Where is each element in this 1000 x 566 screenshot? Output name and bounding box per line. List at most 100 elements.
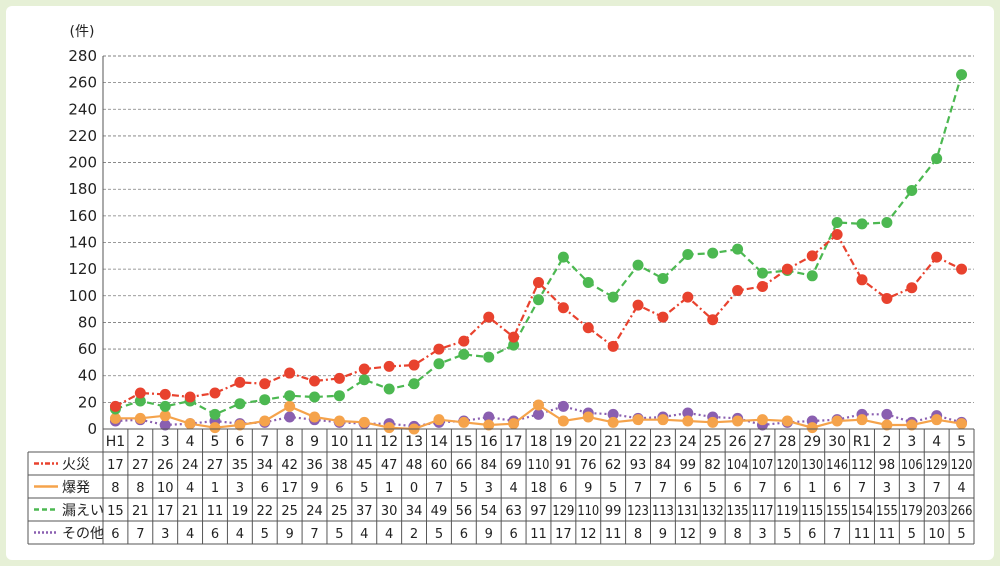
data-point [383, 383, 395, 395]
y-tick-label: 220 [68, 127, 97, 145]
table-value: 7 [933, 481, 941, 496]
table-value: 27 [207, 458, 224, 473]
table-value: 22 [256, 504, 273, 519]
data-point [756, 280, 768, 292]
category-label: R1 [853, 434, 872, 450]
data-point [781, 263, 793, 275]
data-point [657, 414, 669, 426]
table-value: 17 [107, 458, 124, 473]
table-value: 5 [709, 481, 717, 496]
data-point [756, 414, 768, 426]
data-point [732, 243, 744, 255]
table-value: 25 [281, 504, 298, 519]
category-label: 5 [957, 434, 966, 450]
table-value: 24 [306, 504, 323, 519]
data-point [557, 400, 569, 412]
table-value: 6 [808, 527, 816, 542]
data-point [284, 400, 296, 412]
data-point [333, 390, 345, 402]
table-value: 6 [111, 527, 119, 542]
data-point [209, 422, 221, 434]
table-value: 66 [456, 458, 473, 473]
data-point [458, 416, 470, 428]
table-value: 34 [406, 504, 423, 519]
y-tick-label: 100 [68, 287, 97, 305]
table-value: 4 [509, 481, 517, 496]
category-label: 26 [729, 434, 747, 450]
table-value: 6 [335, 481, 343, 496]
table-value: 99 [605, 504, 622, 519]
table-value: 8 [136, 481, 144, 496]
table-value: 6 [559, 481, 567, 496]
data-point [682, 248, 694, 260]
table-value: 7 [858, 481, 866, 496]
data-point [309, 391, 321, 403]
data-point [632, 259, 644, 271]
chart-background [6, 6, 994, 560]
category-label: 9 [310, 434, 319, 450]
category-label: 18 [530, 434, 548, 450]
data-point [433, 358, 445, 370]
y-tick-label: 140 [68, 234, 97, 252]
data-point [856, 274, 868, 286]
data-point [408, 359, 420, 371]
table-value: 6 [460, 527, 468, 542]
table-value: 119 [776, 504, 798, 519]
table-value: 62 [605, 458, 622, 473]
data-point [259, 378, 271, 390]
data-point [284, 390, 296, 402]
table-value: 34 [256, 458, 273, 473]
table-value: 84 [655, 458, 672, 473]
table-value: 5 [957, 527, 965, 542]
table-value: 3 [758, 527, 766, 542]
y-unit-label: (件) [70, 24, 95, 40]
table-value: 7 [758, 481, 766, 496]
data-point [533, 399, 544, 411]
data-point [209, 387, 221, 399]
y-tick-label: 280 [68, 47, 97, 65]
y-axis: 0 20 40 60 80 100 120 140 160 180 200 220 240 260 280 [68, 47, 104, 438]
y-tick-label: 80 [78, 313, 97, 331]
category-label: 12 [380, 434, 398, 450]
table-value: 4 [360, 527, 368, 542]
category-label: 23 [654, 434, 672, 450]
table-value: 5 [261, 527, 269, 542]
data-point [931, 153, 943, 165]
table-value: 135 [727, 504, 749, 519]
data-point [906, 185, 918, 197]
table-value: 48 [406, 458, 423, 473]
data-point [483, 311, 495, 323]
table-value: 98 [879, 458, 896, 473]
table-value: 123 [627, 504, 649, 519]
data-point [433, 414, 445, 426]
table-value: 7 [659, 481, 667, 496]
category-label: 19 [554, 434, 572, 450]
category-label: 3 [161, 434, 170, 450]
category-label: 7 [260, 434, 269, 450]
data-point [209, 408, 221, 420]
table-value: 203 [926, 504, 948, 519]
data-point [732, 415, 744, 427]
table-value: 17 [157, 504, 174, 519]
category-label: 13 [405, 434, 423, 450]
category-label: 4 [186, 434, 195, 450]
table-value: 5 [460, 481, 468, 496]
category-label: 14 [430, 434, 448, 450]
table-value: 93 [630, 458, 647, 473]
data-point [607, 291, 619, 303]
category-label: H1 [106, 434, 125, 450]
table-value: 11 [207, 504, 224, 519]
table-value: 91 [555, 458, 572, 473]
table-value: 9 [286, 527, 294, 542]
table-value: 27 [132, 458, 149, 473]
table-value: 54 [480, 504, 497, 519]
data-point [657, 272, 669, 284]
y-tick-label: 120 [68, 260, 97, 278]
table-value: 1 [385, 481, 393, 496]
data-point [607, 340, 619, 352]
data-point [134, 412, 146, 424]
table-value: 17 [281, 481, 298, 496]
data-point [607, 408, 619, 420]
table-value: 1 [211, 481, 219, 496]
table-value: 4 [236, 527, 244, 542]
